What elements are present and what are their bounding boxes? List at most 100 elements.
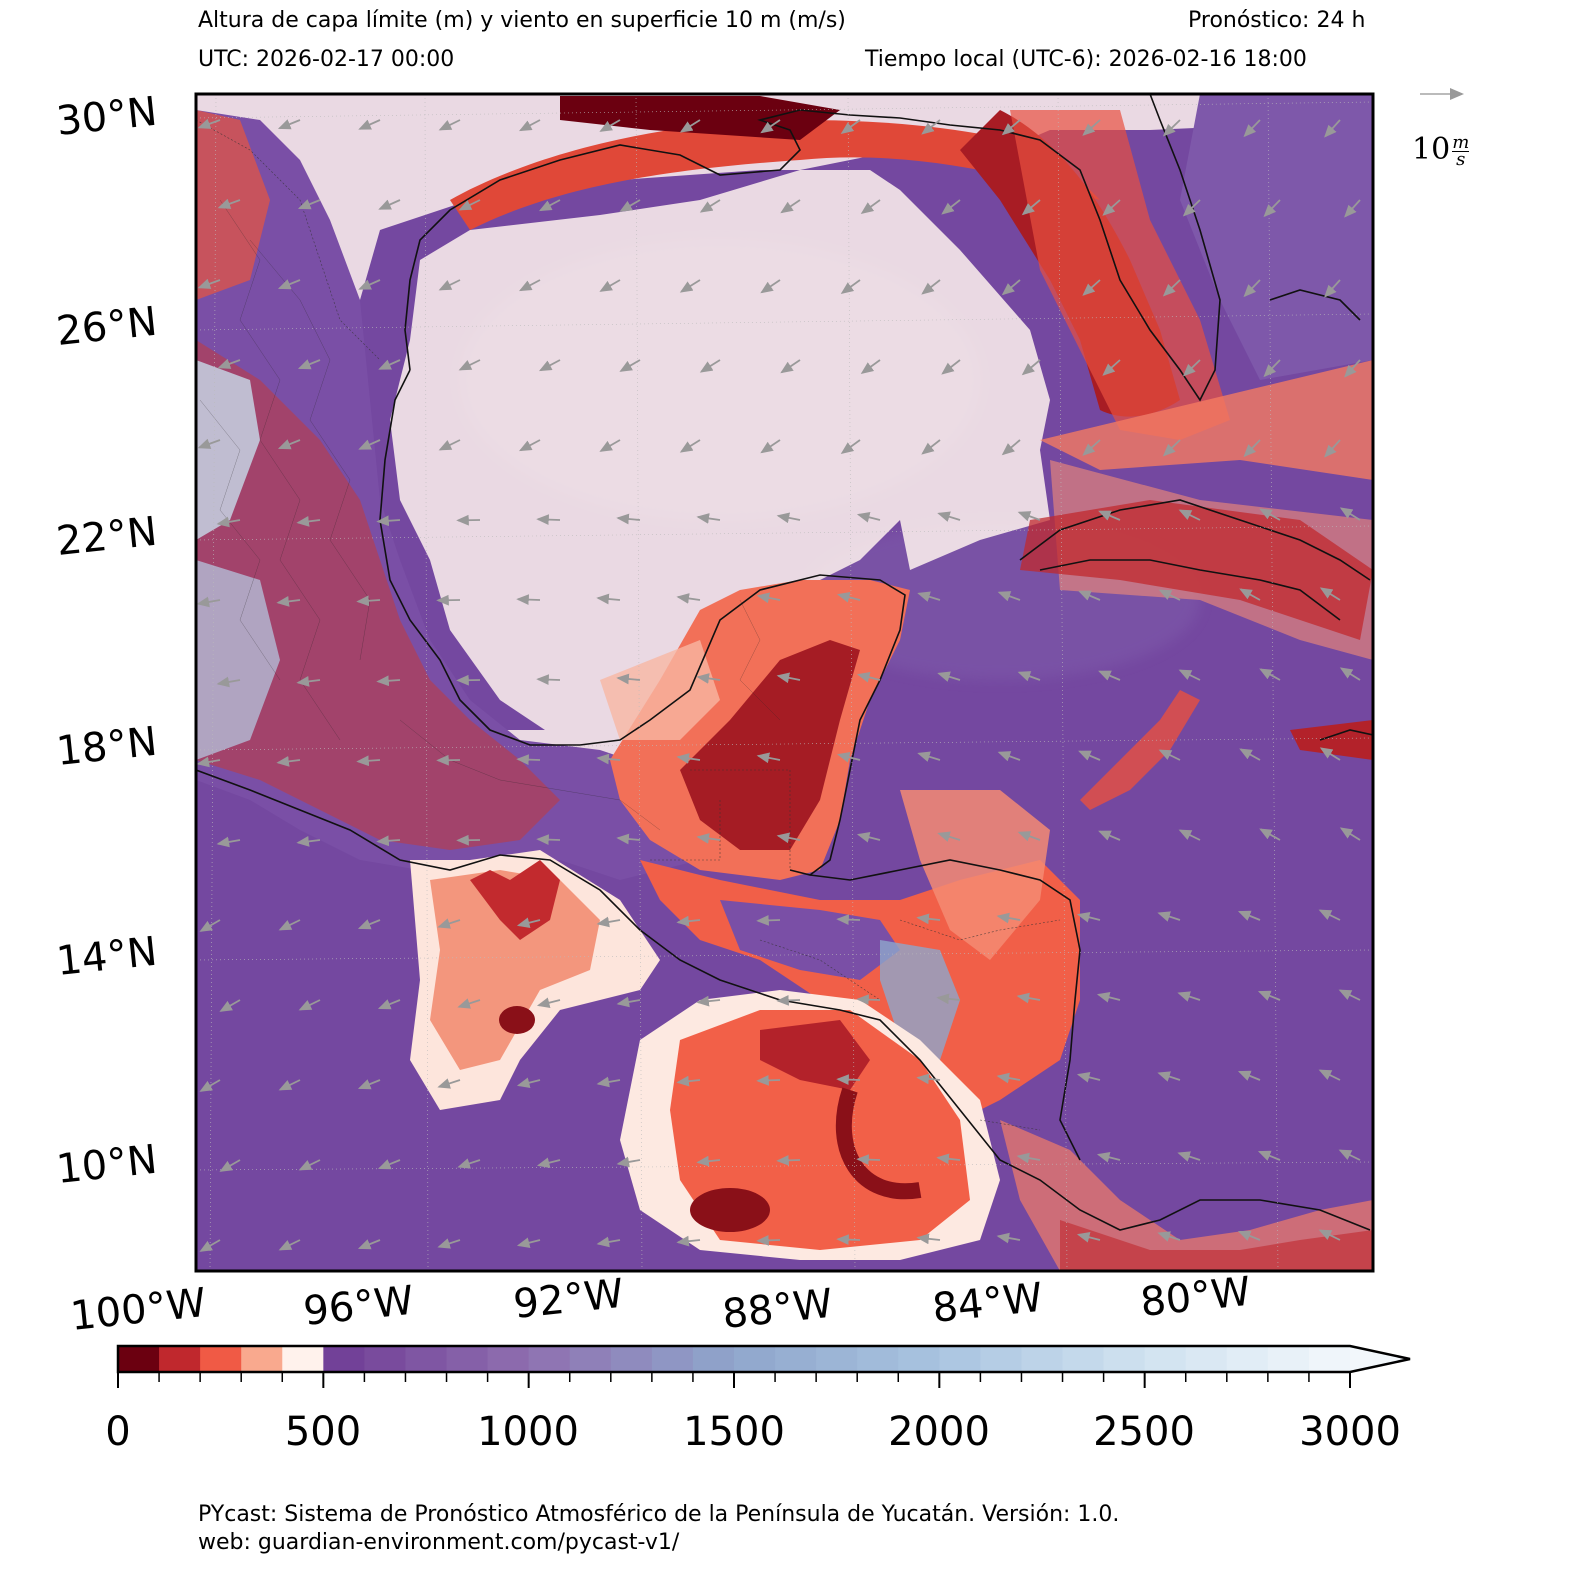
wind-arrow (196, 756, 221, 768)
lat-label: 22°N (54, 509, 159, 565)
wind-arrow (1324, 279, 1341, 298)
wind-arrow (199, 919, 221, 932)
wind-arrow (676, 1235, 701, 1247)
wind-arrow (996, 912, 1021, 924)
wind-arrow (1158, 589, 1181, 601)
wind-arrow (377, 1159, 401, 1170)
longitude-labels: 100°W 96°W 92°W 88°W 84°W 80°W (68, 1269, 1253, 1340)
wind-arrow (296, 516, 321, 527)
wind-arrow (518, 119, 541, 132)
wind-arrow (756, 592, 781, 604)
utc-time: UTC: 2026-02-17 00:00 (198, 47, 455, 72)
wind-arrow (1076, 1232, 1101, 1243)
wind-arrow (860, 199, 881, 214)
wind-arrow (1324, 119, 1341, 138)
wind-arrow (676, 1075, 701, 1087)
wind-arrow (756, 752, 781, 764)
wind-arrow (860, 359, 881, 374)
wind-arrow (1157, 1231, 1181, 1242)
wind-arrow (599, 119, 621, 132)
wind-arrow (376, 835, 401, 847)
wind-arrow (1177, 991, 1201, 1002)
lon-label: 80°W (1138, 1269, 1253, 1326)
wind-arrow (518, 279, 541, 292)
wind-arrow (1001, 119, 1021, 136)
wind-arrow (297, 359, 321, 370)
wind-arrow (856, 994, 881, 1006)
lat-label: 18°N (54, 719, 159, 775)
forecast-hour: Pronóstico: 24 h (1188, 8, 1366, 33)
wind-arrow (297, 199, 321, 210)
wind-arrow (856, 672, 881, 683)
wind-arrow (836, 914, 861, 926)
wind-arrow (357, 1079, 381, 1090)
wind-arrow (1017, 831, 1041, 842)
wind-arrow (216, 676, 241, 688)
municipal-borders (199, 199, 781, 831)
wind-arrow (756, 1074, 781, 1086)
wind-arrow (457, 998, 481, 1009)
wind-arrow (1096, 992, 1121, 1003)
wind-arrow (840, 279, 861, 294)
wind-arrow (1082, 279, 1101, 296)
wind-arrow (676, 915, 701, 927)
wind-arrow (921, 439, 941, 455)
wind-arrow (518, 439, 541, 452)
wind-arrow (458, 199, 481, 211)
wind-arrow (196, 596, 221, 608)
wind-arrow (1344, 359, 1361, 378)
wind-arrow (1259, 668, 1281, 681)
map-frame (194, 92, 1375, 1273)
wind-arrow (1178, 669, 1201, 681)
wind-arrow (1098, 510, 1121, 521)
wind-arrow (1243, 119, 1261, 138)
wind-arrow (437, 1238, 461, 1249)
wind-arrow (679, 279, 701, 293)
wind-arrow (856, 832, 881, 843)
wind-arrow (696, 673, 721, 684)
wind-arrow (619, 199, 641, 212)
wind-arrow (916, 1233, 941, 1245)
wind-arrow (296, 836, 321, 847)
wind-arrow (296, 676, 321, 687)
wind-arrow (916, 1073, 941, 1085)
wind-arrow (1182, 359, 1201, 377)
wind-arrow (699, 199, 721, 213)
wind-arrow (936, 993, 961, 1005)
wind-arrow (277, 119, 301, 130)
wind-arrow (1319, 747, 1341, 761)
wind-arrow (596, 1236, 621, 1248)
wind-arrow (1318, 1229, 1341, 1241)
wind-arrow (619, 359, 641, 372)
wind-arrow (356, 595, 381, 607)
wind-vectors (196, 118, 1361, 1252)
map-title: Altura de capa límite (m) y viento en su… (198, 8, 846, 33)
wind-arrow (616, 996, 641, 1008)
wind-arrow (516, 754, 541, 766)
wind-arrow (1078, 750, 1101, 761)
wind-arrow (1021, 199, 1041, 216)
wind-arrow (756, 1234, 781, 1246)
wind-arrow (937, 671, 961, 682)
wind-arrow (516, 1077, 541, 1088)
wind-arrow (358, 279, 381, 290)
wind-arrow (538, 199, 561, 212)
wind-arrow (596, 753, 621, 765)
wind-arrow (219, 1159, 241, 1172)
wind-arrow (916, 913, 941, 925)
wind-arrow (856, 1154, 881, 1166)
wind-arrow (277, 279, 301, 290)
wind-arrow (1102, 199, 1121, 216)
wind-arrow (996, 1232, 1021, 1244)
wind-arrow (516, 594, 541, 606)
wind-arrow (941, 199, 961, 215)
wind-arrow (438, 279, 461, 291)
wind-arrow (1162, 119, 1181, 137)
wind-arrow (277, 439, 301, 450)
wind-arrow (536, 514, 561, 526)
wind-arrow (538, 359, 561, 372)
wind-arrow (997, 751, 1021, 762)
wind-arrow (941, 359, 961, 375)
lon-label: 84°W (930, 1275, 1045, 1332)
wind-arrow (1001, 279, 1021, 296)
